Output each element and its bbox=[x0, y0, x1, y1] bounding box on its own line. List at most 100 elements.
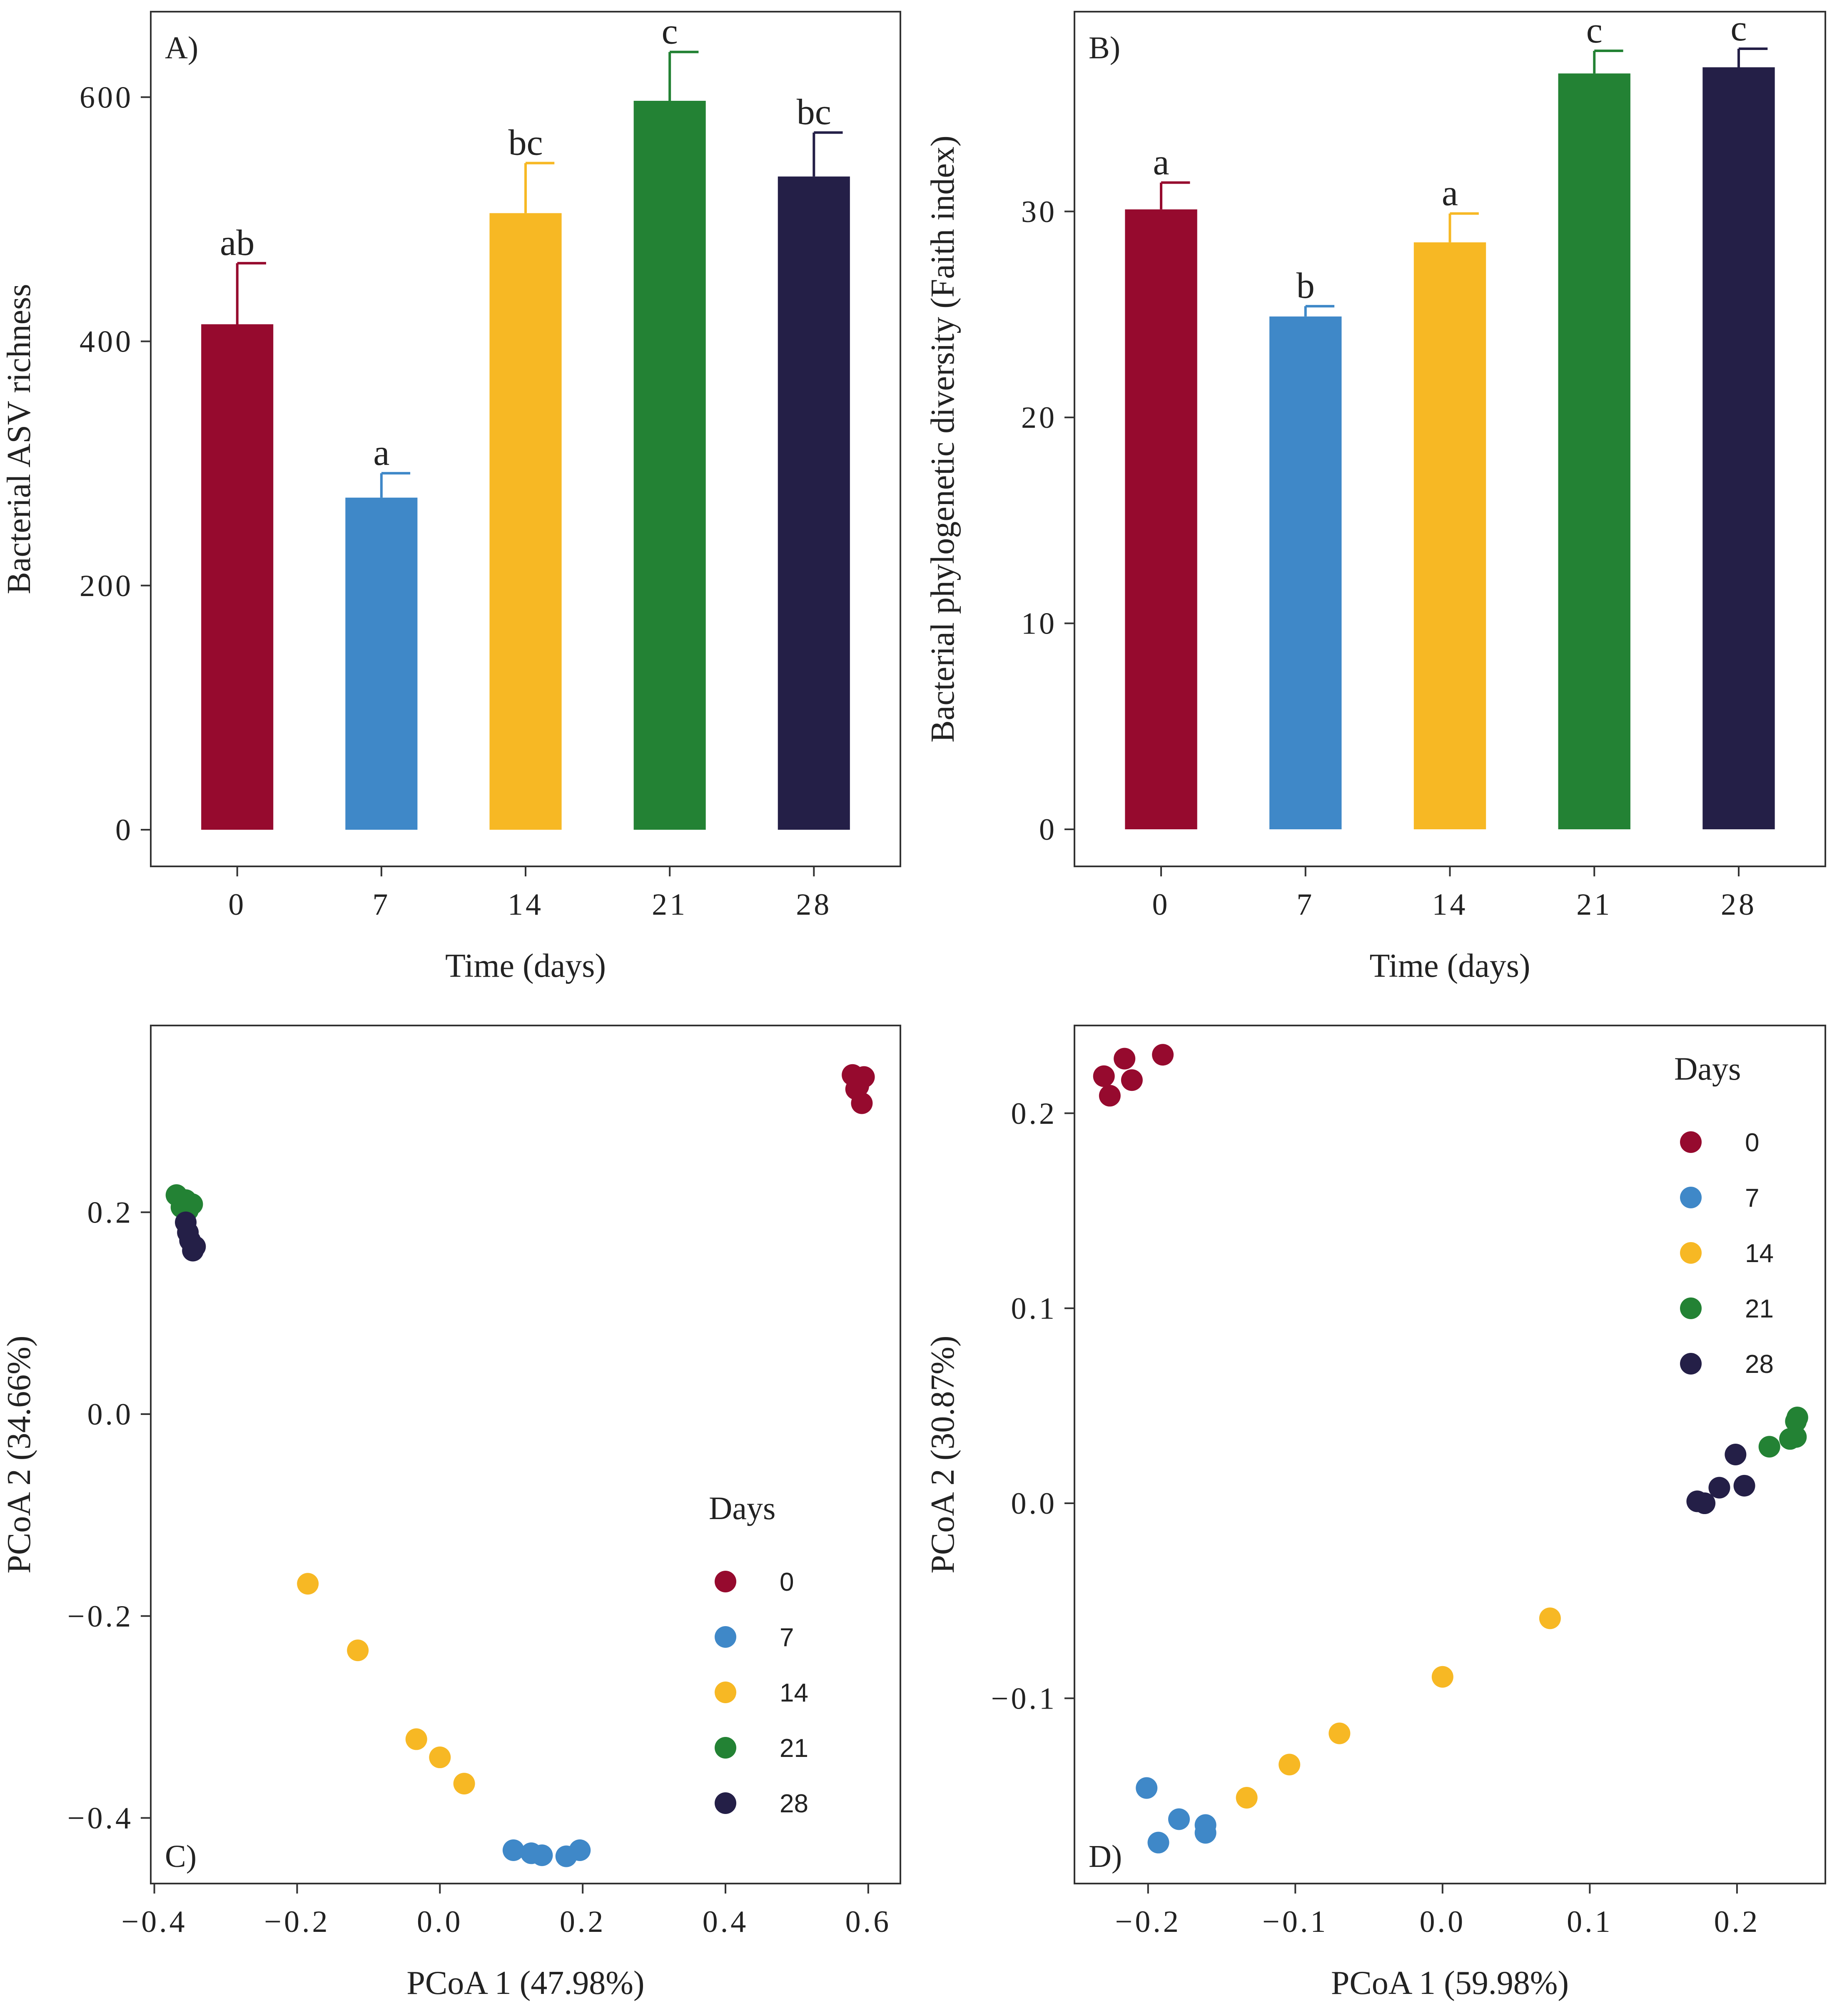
significance-letter: b bbox=[1296, 266, 1315, 306]
bar-day-0 bbox=[1125, 209, 1197, 829]
significance-letter: c bbox=[1730, 8, 1747, 49]
point-day-14 bbox=[1329, 1722, 1351, 1744]
y-tick-label: 0.0 bbox=[87, 1397, 134, 1432]
legend-label: 21 bbox=[1745, 1295, 1774, 1323]
point-day-28 bbox=[182, 1240, 204, 1262]
legend-swatch-day-21 bbox=[1680, 1297, 1702, 1319]
y-axis-title: Bacterial phylogenetic diversity (Faith … bbox=[925, 135, 961, 742]
x-tick-label: 28 bbox=[1721, 888, 1757, 922]
point-day-7 bbox=[1136, 1777, 1158, 1799]
bar-day-7 bbox=[345, 497, 418, 830]
bar-day-28 bbox=[778, 176, 850, 830]
y-tick-label: 0.0 bbox=[1011, 1487, 1057, 1521]
x-tick-label: 21 bbox=[652, 888, 688, 922]
panel-label: B) bbox=[1089, 30, 1120, 65]
legend-swatch-day-0 bbox=[715, 1571, 736, 1592]
bar-day-14 bbox=[1413, 242, 1486, 829]
significance-letter: a bbox=[373, 433, 389, 473]
point-day-14 bbox=[1539, 1607, 1561, 1629]
bar-day-21 bbox=[633, 100, 706, 830]
significance-letter: c bbox=[1586, 10, 1603, 51]
bar-day-7 bbox=[1269, 316, 1342, 829]
legend-label: 7 bbox=[780, 1623, 794, 1652]
legend-swatch-day-14 bbox=[1680, 1242, 1702, 1264]
x-tick-label: 0 bbox=[228, 888, 246, 922]
point-day-14 bbox=[1236, 1787, 1258, 1809]
point-day-21 bbox=[1786, 1407, 1808, 1429]
point-day-0 bbox=[1093, 1065, 1115, 1087]
x-tick-label: 0.2 bbox=[1714, 1905, 1760, 1939]
y-axis-title: Bacterial ASV richness bbox=[1, 284, 37, 594]
y-tick-label: 0.2 bbox=[1011, 1097, 1057, 1131]
point-day-0 bbox=[1121, 1069, 1143, 1091]
bar-day-0 bbox=[201, 324, 274, 830]
y-tick-label: 0.1 bbox=[1011, 1292, 1057, 1326]
point-day-0 bbox=[845, 1078, 867, 1100]
x-axis-title: PCoA 1 (59.98%) bbox=[1331, 1965, 1569, 2001]
panel-a: 0 200 400 600 0 7 14 21 28 Time (days) Bacterial A… bbox=[1, 11, 901, 984]
point-day-14 bbox=[297, 1573, 319, 1595]
x-tick-label: 0.4 bbox=[703, 1905, 749, 1939]
y-tick-label: 10 bbox=[1021, 607, 1057, 641]
legend-swatch-day-7 bbox=[1680, 1187, 1702, 1208]
panel-c: −0.4 −0.2 0.0 0.2 −0.4 −0.2 0.0 0.2 0.4 0.6 PCoA 1… bbox=[1, 1025, 901, 2001]
significance-letter: a bbox=[1153, 142, 1169, 182]
point-day-7 bbox=[1194, 1822, 1216, 1844]
y-tick-label: 0 bbox=[115, 813, 133, 847]
significance-letter: bc bbox=[797, 92, 831, 132]
x-axis-title: Time (days) bbox=[445, 948, 606, 984]
point-day-7 bbox=[531, 1844, 553, 1866]
point-day-14 bbox=[453, 1773, 475, 1795]
point-day-7 bbox=[1168, 1808, 1190, 1830]
point-day-7 bbox=[1147, 1831, 1169, 1854]
point-day-14 bbox=[429, 1747, 451, 1769]
legend-label: 28 bbox=[1745, 1350, 1774, 1379]
point-day-28 bbox=[1694, 1492, 1716, 1514]
point-day-0 bbox=[1114, 1048, 1136, 1070]
point-day-14 bbox=[405, 1728, 427, 1750]
y-tick-label: 0.2 bbox=[87, 1196, 134, 1230]
point-day-21 bbox=[1785, 1426, 1807, 1448]
point-day-28 bbox=[1708, 1477, 1730, 1499]
y-axis-title: PCoA 2 (30.87%) bbox=[925, 1335, 961, 1573]
x-tick-label: 0.0 bbox=[417, 1905, 463, 1939]
legend-label: 0 bbox=[780, 1568, 794, 1597]
legend-swatch-day-28 bbox=[1680, 1353, 1702, 1375]
x-tick-label: 28 bbox=[796, 888, 832, 922]
x-tick-label: 0.2 bbox=[560, 1905, 606, 1939]
point-day-14 bbox=[1431, 1666, 1453, 1688]
y-tick-label: 30 bbox=[1021, 195, 1057, 229]
plot-frame bbox=[150, 1025, 901, 1884]
y-tick-label: 400 bbox=[80, 325, 133, 359]
legend-label: 21 bbox=[780, 1734, 808, 1763]
legend-label: 14 bbox=[780, 1679, 808, 1707]
point-day-28 bbox=[1725, 1444, 1747, 1465]
point-day-21 bbox=[1758, 1436, 1780, 1458]
significance-letter: ab bbox=[220, 223, 254, 263]
x-tick-label: 7 bbox=[372, 888, 390, 922]
y-tick-label: 200 bbox=[80, 569, 133, 603]
bar-day-28 bbox=[1702, 67, 1775, 829]
x-tick-label: 0.6 bbox=[845, 1905, 892, 1939]
plot-frame bbox=[1074, 1025, 1826, 1884]
x-tick-label: −0.2 bbox=[264, 1905, 330, 1939]
x-tick-label: 7 bbox=[1296, 888, 1314, 922]
x-tick-label: 14 bbox=[1432, 888, 1468, 922]
y-tick-label: 0 bbox=[1039, 813, 1057, 847]
legend-label: 28 bbox=[780, 1789, 808, 1818]
point-day-14 bbox=[347, 1639, 369, 1662]
x-tick-label: 0 bbox=[1152, 888, 1170, 922]
legend-label: 0 bbox=[1745, 1128, 1759, 1157]
point-day-0 bbox=[1099, 1085, 1121, 1107]
x-tick-label: −0.2 bbox=[1115, 1905, 1181, 1939]
legend-swatch-day-7 bbox=[715, 1626, 736, 1648]
x-tick-label: 0.1 bbox=[1567, 1905, 1613, 1939]
x-tick-label: 21 bbox=[1576, 888, 1612, 922]
bar-day-14 bbox=[489, 213, 562, 830]
legend-title: Days bbox=[1674, 1050, 1741, 1087]
panel-d: −0.1 0.0 0.1 0.2 −0.2 −0.1 0.0 0.1 0.2 PCoA 1 (59… bbox=[925, 1025, 1826, 2001]
x-tick-label: −0.4 bbox=[121, 1905, 187, 1939]
significance-letter: bc bbox=[508, 122, 543, 163]
legend-title: Days bbox=[709, 1490, 775, 1526]
legend: Days 0 7 14 21 28 bbox=[1674, 1050, 1774, 1379]
